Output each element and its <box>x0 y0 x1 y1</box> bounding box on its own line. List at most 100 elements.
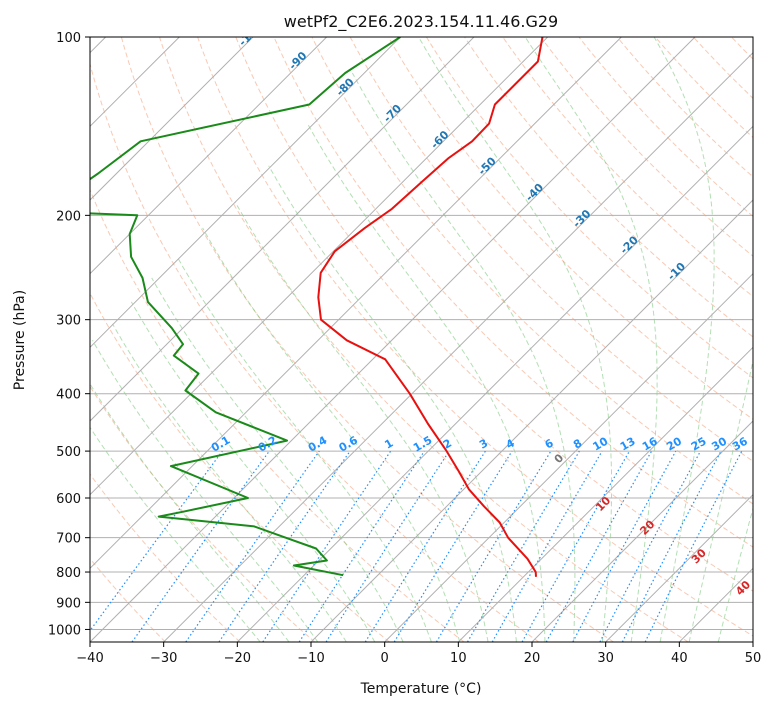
isotherm-line <box>90 37 401 349</box>
isotherm-line <box>163 51 753 642</box>
moist-adiabat <box>176 256 432 642</box>
isotherm-line <box>384 272 753 642</box>
isotherm-line <box>90 37 549 496</box>
x-tick-label: 30 <box>597 651 614 666</box>
dry-adiabat <box>235 37 753 592</box>
x-tick-label: −30 <box>150 651 177 666</box>
isotherm-line <box>457 346 753 642</box>
x-axis-label: Temperature (°C) <box>360 681 482 697</box>
dry-adiabat <box>120 37 614 642</box>
mixing-ratio-line <box>521 450 631 642</box>
dry-adiabat <box>90 473 241 642</box>
moist-adiabat <box>418 37 613 642</box>
mixing-ratio-line <box>644 450 743 642</box>
moist-adiabat <box>307 123 546 642</box>
mixing-ratio-line <box>90 450 223 632</box>
axes: −40 −30 −20 −10 0 10 20 30 40 5010020030040050060… <box>48 31 761 666</box>
x-tick-label: 40 <box>671 651 688 666</box>
y-tick-label: 400 <box>56 388 81 403</box>
x-tick-label: 10 <box>450 651 467 666</box>
isotherm-line <box>90 37 328 275</box>
y-tick-label: 1000 <box>48 623 81 638</box>
dry-adiabat <box>90 62 540 642</box>
isotherm-line <box>90 37 622 570</box>
moist-adiabat-label: 20 <box>637 518 657 538</box>
dry-adiabat <box>654 37 753 139</box>
dry-adiabat <box>197 37 753 637</box>
dry-adiabat <box>770 37 775 642</box>
dry-adiabat <box>159 37 689 642</box>
moist-adiabat-label: 30 <box>689 546 709 566</box>
temperature-profile-line <box>317 37 544 577</box>
moist-adiabat <box>151 277 404 642</box>
isotherm-label: -100 <box>236 20 265 49</box>
dry-adiabat <box>90 292 390 642</box>
moist-adiabat <box>688 358 753 642</box>
x-tick-label: −40 <box>76 651 103 666</box>
mixing-ratio-label: 1 <box>382 437 395 452</box>
mixing-ratio-line <box>545 450 653 642</box>
isotherm-line <box>90 37 696 642</box>
x-tick-label: 20 <box>524 651 541 666</box>
x-tick-label: −10 <box>297 651 324 666</box>
y-tick-label: 500 <box>56 445 81 460</box>
line-labels: -100-90-80-70-60-50-40-30-20-100.1 0.2 0.4… <box>209 20 753 598</box>
dry-adiabat <box>387 37 753 420</box>
x-tick-label: 50 <box>745 651 762 666</box>
mixing-ratio-line <box>393 450 513 642</box>
dry-adiabat <box>90 188 465 642</box>
x-tick-label: −20 <box>224 651 251 666</box>
moist-adiabat <box>524 37 658 642</box>
mixing-ratio-line <box>621 450 722 642</box>
mixing-ratio-line <box>572 450 677 642</box>
mixing-ratio-line <box>218 450 351 642</box>
isotherm-label: -10 <box>665 260 688 283</box>
isotherm-label: -60 <box>428 128 451 151</box>
dry-adiabat <box>273 37 753 548</box>
mixing-ratio-line <box>435 450 552 642</box>
isotherm-line <box>531 420 753 642</box>
mixing-ratio-label: 2 <box>441 437 454 452</box>
y-axis-label: Pressure (hPa) <box>12 290 28 390</box>
y-tick-label: 200 <box>56 209 81 224</box>
y-tick-label: 300 <box>56 314 81 329</box>
y-tick-label: 800 <box>56 566 81 581</box>
mixing-ratio-line <box>131 450 270 642</box>
chart-title: wetPf2_C2E6.2023.154.11.46.G29 <box>284 12 558 32</box>
mixing-ratio-label: 4 <box>504 436 517 451</box>
moist-adiabat <box>234 201 489 642</box>
dry-adiabat <box>349 37 753 462</box>
x-tick-label: 0 <box>381 651 389 666</box>
moist-adiabat <box>268 165 517 642</box>
plot-frame <box>89 36 754 643</box>
y-tick-label: 700 <box>56 532 81 547</box>
dewpoint-profile-line <box>90 37 401 577</box>
y-tick-label: 900 <box>56 596 81 611</box>
dry-adiabat <box>464 37 753 338</box>
mixing-ratio-line <box>298 450 425 642</box>
mixing-ratio-line <box>262 450 392 642</box>
moist-adiabat <box>112 323 347 642</box>
mixing-ratio-label: 6 <box>543 436 556 451</box>
moist-adiabat <box>717 506 753 642</box>
isotherm-line <box>605 493 753 642</box>
y-tick-label: 600 <box>56 492 81 507</box>
mixing-ratio-line <box>185 450 320 642</box>
moist-adiabat <box>351 72 576 642</box>
moist-adiabat-label: 0 <box>552 451 567 466</box>
isotherm-label: -90 <box>286 49 309 72</box>
isotherm-line <box>90 37 475 422</box>
isotherm-line <box>752 641 753 642</box>
mixing-ratio-line <box>364 450 486 642</box>
dry-adiabat <box>425 37 753 379</box>
dry-adiabat <box>90 385 316 642</box>
dry-adiabat <box>90 557 166 642</box>
mixing-ratio-line <box>325 450 450 642</box>
isotherm-label: -50 <box>476 154 499 177</box>
moist-adiabat-label: 40 <box>733 578 753 598</box>
isotherm-label: -30 <box>570 207 593 230</box>
isotherm-line <box>236 125 753 642</box>
isotherm-line <box>90 37 254 201</box>
moist-adiabat-label: 10 <box>593 494 613 514</box>
